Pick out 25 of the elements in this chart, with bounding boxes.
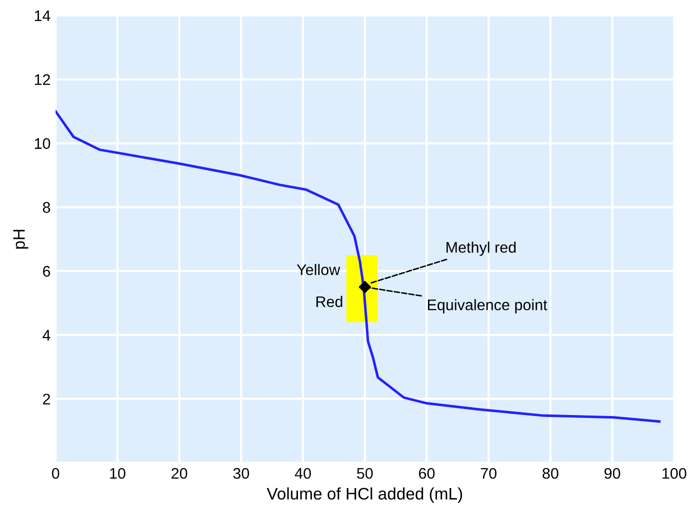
y-tick-label: 2 <box>43 394 50 404</box>
y-axis-title: pH <box>13 230 28 249</box>
y-tick-label: 14 <box>34 10 50 22</box>
x-tick-label: 20 <box>172 468 188 479</box>
x-tick-label: 10 <box>110 468 126 479</box>
y-tick-label: 6 <box>43 266 50 277</box>
x-tick-label: 0 <box>52 468 60 479</box>
x-tick-label: 40 <box>294 468 311 479</box>
annotation: Equivalence point <box>428 299 548 314</box>
x-tick-label: 70 <box>480 468 496 479</box>
line-series <box>56 110 661 423</box>
y-tick-label: 8 <box>42 202 50 213</box>
annotation: Yellow <box>296 264 340 276</box>
annotation: Red <box>316 296 342 308</box>
y-tick-label: 4 <box>42 330 50 340</box>
x-tick-label: 80 <box>542 468 558 479</box>
x-axis-title: Volume of HCl added (mL) <box>266 487 462 503</box>
x-tick-label: 30 <box>233 468 250 479</box>
y-tick-label: 12 <box>34 74 50 85</box>
x-tick-label: 50 <box>356 468 373 479</box>
x-tick-label: 100 <box>662 468 686 479</box>
x-tick-label: 90 <box>604 468 620 479</box>
annotation: Methyl red <box>446 242 516 256</box>
y-tick-label: 10 <box>34 138 50 149</box>
x-tick-label: 60 <box>419 468 435 479</box>
